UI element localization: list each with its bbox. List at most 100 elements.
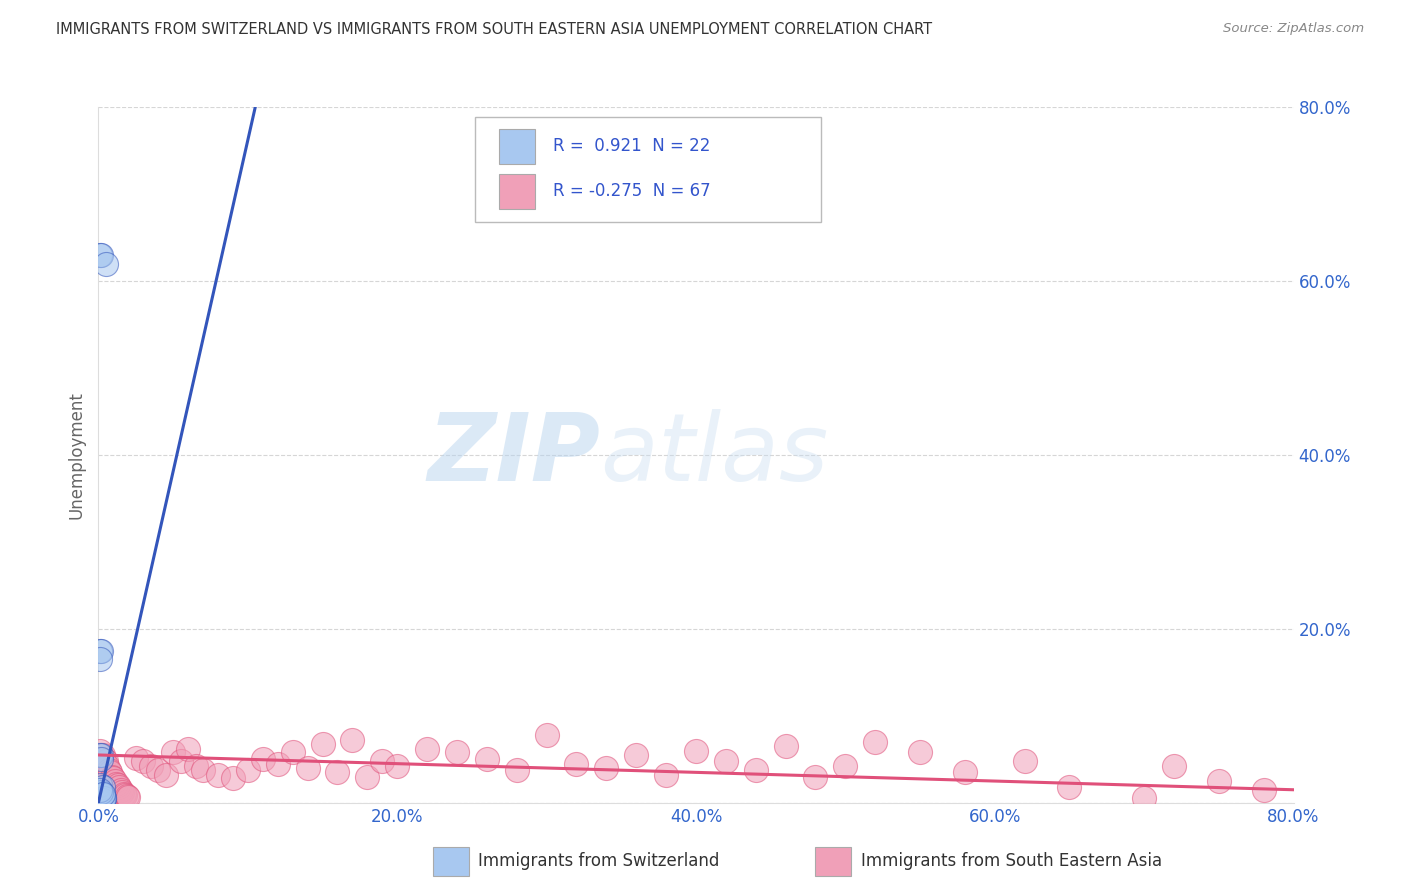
Point bbox=[91, 793, 114, 807]
Point bbox=[101, 770, 124, 784]
Point bbox=[356, 770, 378, 784]
Point bbox=[111, 785, 134, 799]
Point bbox=[90, 754, 112, 768]
Point bbox=[94, 754, 117, 768]
Point bbox=[112, 787, 135, 801]
Point bbox=[89, 643, 111, 657]
Point bbox=[252, 752, 274, 766]
Point bbox=[1133, 791, 1156, 805]
Point bbox=[908, 745, 931, 759]
Point bbox=[385, 759, 409, 773]
Point bbox=[90, 793, 112, 807]
Point bbox=[446, 745, 468, 759]
Point bbox=[267, 756, 290, 771]
Point bbox=[281, 745, 304, 759]
Point bbox=[714, 754, 737, 768]
Point bbox=[94, 256, 117, 270]
Point bbox=[191, 763, 214, 777]
FancyBboxPatch shape bbox=[815, 847, 852, 876]
Point bbox=[155, 768, 177, 782]
Point bbox=[115, 789, 138, 803]
Point bbox=[162, 745, 184, 759]
Text: Source: ZipAtlas.com: Source: ZipAtlas.com bbox=[1223, 22, 1364, 36]
Point bbox=[90, 752, 112, 766]
Point bbox=[90, 747, 112, 762]
Point bbox=[114, 788, 136, 802]
Point bbox=[342, 733, 364, 747]
Point bbox=[89, 652, 111, 666]
Point bbox=[177, 742, 200, 756]
Point bbox=[100, 765, 122, 780]
Point bbox=[110, 782, 132, 797]
Text: ZIP: ZIP bbox=[427, 409, 600, 501]
Point bbox=[184, 759, 207, 773]
Point bbox=[953, 765, 976, 780]
Point bbox=[90, 643, 112, 657]
Point bbox=[93, 752, 115, 766]
Point bbox=[103, 772, 125, 786]
Point bbox=[89, 747, 111, 762]
Point bbox=[236, 763, 259, 777]
Point bbox=[91, 787, 114, 801]
Point bbox=[89, 248, 111, 262]
Point bbox=[804, 770, 827, 784]
Point bbox=[297, 761, 319, 775]
Point bbox=[169, 754, 191, 768]
Point bbox=[1014, 754, 1036, 768]
Point bbox=[132, 754, 155, 768]
Point bbox=[105, 777, 128, 791]
Point bbox=[565, 756, 588, 771]
Point bbox=[89, 782, 111, 797]
Point bbox=[685, 744, 707, 758]
Point bbox=[91, 791, 114, 805]
Point bbox=[775, 739, 797, 754]
Point bbox=[416, 742, 439, 756]
Point bbox=[93, 791, 115, 805]
Point bbox=[139, 759, 162, 773]
Point bbox=[475, 752, 498, 766]
Point bbox=[222, 772, 245, 786]
Point bbox=[89, 744, 111, 758]
Point bbox=[595, 761, 617, 775]
Point bbox=[90, 787, 112, 801]
Point bbox=[117, 789, 139, 804]
Point bbox=[311, 737, 333, 751]
Point bbox=[91, 787, 114, 801]
Point bbox=[91, 780, 114, 794]
Point bbox=[125, 750, 148, 764]
Point bbox=[1208, 774, 1230, 789]
Point bbox=[745, 763, 768, 777]
Text: R = -0.275  N = 67: R = -0.275 N = 67 bbox=[553, 182, 710, 200]
Point bbox=[89, 794, 111, 808]
FancyBboxPatch shape bbox=[433, 847, 470, 876]
Point bbox=[626, 747, 648, 762]
Point bbox=[371, 754, 394, 768]
Point bbox=[90, 785, 112, 799]
Point bbox=[148, 763, 170, 777]
Point bbox=[96, 759, 118, 773]
Text: R =  0.921  N = 22: R = 0.921 N = 22 bbox=[553, 137, 710, 155]
FancyBboxPatch shape bbox=[499, 174, 534, 209]
Point bbox=[506, 763, 529, 777]
Point bbox=[1253, 782, 1275, 797]
Point bbox=[104, 774, 127, 789]
FancyBboxPatch shape bbox=[499, 129, 534, 164]
Point bbox=[834, 759, 856, 773]
Text: Immigrants from Switzerland: Immigrants from Switzerland bbox=[478, 852, 720, 870]
Point bbox=[97, 763, 120, 777]
Text: Immigrants from South Eastern Asia: Immigrants from South Eastern Asia bbox=[860, 852, 1161, 870]
Text: IMMIGRANTS FROM SWITZERLAND VS IMMIGRANTS FROM SOUTH EASTERN ASIA UNEMPLOYMENT C: IMMIGRANTS FROM SWITZERLAND VS IMMIGRANT… bbox=[56, 22, 932, 37]
FancyBboxPatch shape bbox=[475, 118, 821, 222]
Point bbox=[108, 780, 131, 794]
Point bbox=[107, 778, 129, 792]
Point bbox=[207, 768, 229, 782]
Y-axis label: Unemployment: Unemployment bbox=[67, 391, 86, 519]
Point bbox=[865, 735, 887, 749]
Point bbox=[1059, 780, 1081, 794]
Point bbox=[90, 248, 112, 262]
Point bbox=[93, 791, 115, 805]
Text: atlas: atlas bbox=[600, 409, 828, 500]
Point bbox=[326, 765, 349, 780]
Point bbox=[536, 728, 558, 742]
Point bbox=[89, 778, 111, 792]
